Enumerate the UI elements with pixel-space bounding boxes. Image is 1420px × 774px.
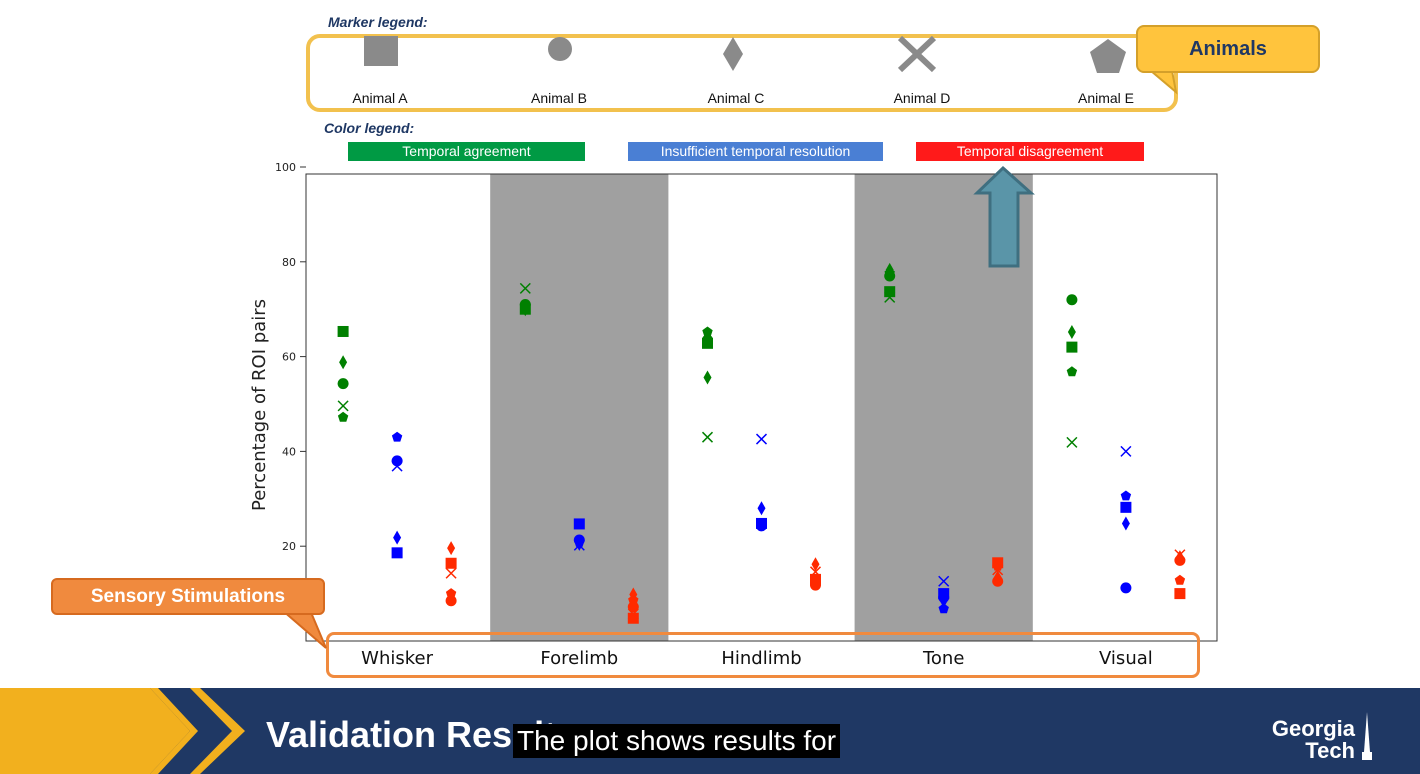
y-tick-label: 40 [282,445,296,458]
logo-line-1: Georgia [1271,716,1355,741]
legend-label-animal-d: Animal D [893,90,951,106]
data-point-whisker-animal-c-disagreement [447,541,456,556]
legend-label-animal-a: Animal A [352,90,408,106]
data-point-forelimb-animal-d-agreement [519,282,531,294]
marker-legend-icons [364,35,1126,73]
y-tick-label: 80 [282,256,296,269]
chevron-icon [0,688,245,774]
shaded-band-forelimb [490,174,669,641]
data-point-hindlimb-animal-d-insufficient [755,433,768,445]
data-point-tone-animal-c-disagreement [993,570,1002,585]
data-point-tone-animal-e-insufficient [938,603,949,614]
color-legend-disagreement: Temporal disagreement [916,142,1144,161]
data-point-whisker-animal-d-agreement [337,400,349,412]
color-legend-agreement: Temporal agreement [348,142,585,161]
data-point-hindlimb-animal-b-agreement [702,334,713,346]
data-point-whisker-animal-d-insufficient [391,460,403,472]
data-point-visual-animal-a-disagreement [1174,588,1186,600]
data-point-hindlimb-animal-c-disagreement [811,557,820,572]
plot-frame [305,173,1218,642]
data-point-visual-animal-c-insufficient [1121,516,1130,531]
data-point-visual-animal-d-disagreement [1174,549,1186,561]
data-point-whisker-animal-e-insufficient [391,431,403,442]
color-legend-heading: Color legend: [324,120,415,136]
data-point-tone-animal-c-insufficient [939,593,948,608]
sensory-stimulations-callout: Sensory Stimulations [51,578,325,615]
y-axis-label: Percentage of ROI pairs [249,299,270,511]
legend-label-animal-e: Animal E [1077,90,1135,106]
data-point-whisker-animal-e-agreement [337,411,349,422]
x-tick-label-tone: Tone [922,648,964,669]
data-point-visual-animal-e-insufficient [1120,490,1132,501]
data-point-whisker-animal-c-insufficient [393,530,402,545]
x-tick-label-visual: Visual [1099,648,1153,669]
data-point-visual-animal-d-insufficient [1120,445,1132,457]
data-point-forelimb-animal-e-disagreement [628,594,639,605]
data-point-whisker-animal-a-disagreement [445,557,457,569]
data-point-visual-animal-b-agreement [1066,294,1078,306]
data-point-visual-animal-b-insufficient [1120,582,1132,594]
subtitle-caption: The plot shows results for [513,724,841,758]
data-point-visual-animal-a-agreement [1066,341,1078,353]
marker-legend-heading: Marker legend: [328,14,428,30]
data-point-hindlimb-animal-e-agreement [702,326,713,337]
data-point-hindlimb-animal-c-insufficient [757,501,766,516]
legend-label-animal-c: Animal C [707,90,765,106]
pentagon-icon [1090,39,1126,73]
animals-callout: Animals [1136,25,1320,73]
data-point-visual-animal-e-agreement [1066,366,1078,377]
data-point-whisker-animal-d-disagreement [445,567,457,579]
data-point-whisker-animal-a-agreement [337,325,349,337]
data-point-whisker-animal-b-insufficient [391,455,403,467]
sensory-stimulations-box [326,632,1200,678]
x-icon [897,35,937,73]
data-point-whisker-animal-e-disagreement [445,588,457,598]
data-point-hindlimb-animal-d-disagreement [809,566,822,578]
data-point-whisker-animal-c-agreement [339,355,348,370]
up-arrow-icon [973,165,1035,268]
square-icon [364,36,398,66]
data-point-tone-animal-a-agreement [884,286,896,298]
data-point-forelimb-animal-e-agreement [520,301,531,312]
data-point-tone-animal-e-disagreement [992,560,1003,571]
x-tick-label-whisker: Whisker [361,648,433,669]
data-point-visual-animal-a-insufficient [1120,501,1132,513]
data-point-whisker-animal-a-insufficient [391,547,403,559]
y-tick-label: 60 [282,351,296,364]
data-point-forelimb-animal-e-insufficient [574,536,585,547]
data-point-tone-animal-e-agreement [884,267,895,278]
data-point-forelimb-animal-d-disagreement [627,608,639,620]
x-tick-label-forelimb: Forelimb [540,648,618,669]
data-point-hindlimb-animal-e-disagreement [810,574,821,585]
data-point-visual-animal-d-agreement [1066,436,1078,448]
data-point-tone-animal-d-agreement [884,291,896,303]
data-point-visual-animal-e-disagreement [1174,574,1186,585]
y-tick-label: 20 [282,540,296,553]
marker-legend-box [306,34,1178,112]
x-tick-label-hindlimb: Hindlimb [721,648,801,669]
data-point-whisker-animal-b-agreement [337,378,349,390]
data-point-hindlimb-animal-d-agreement [701,431,714,443]
data-point-visual-animal-c-agreement [1067,324,1076,339]
data-point-forelimb-animal-a-disagreement [627,612,639,624]
scatter-chart: 20 40 60 80 100 Percentage of ROI pairs Whis… [249,161,1218,669]
logo-line-2: Tech [1305,738,1355,763]
data-point-forelimb-animal-a-insufficient [573,518,585,530]
color-legend-insufficient: Insufficient temporal resolution [628,142,883,161]
diamond-icon [723,37,743,71]
data-point-tone-animal-d-insufficient [938,575,950,587]
tower-icon [1362,712,1372,760]
georgia-tech-logo: Georgia Tech [1240,718,1355,762]
data-point-hindlimb-animal-e-insufficient [756,519,767,530]
data-point-hindlimb-animal-c-agreement [703,370,712,385]
legend-label-animal-b: Animal B [530,90,588,106]
y-tick-label: 100 [275,161,296,174]
circle-icon [548,37,572,61]
